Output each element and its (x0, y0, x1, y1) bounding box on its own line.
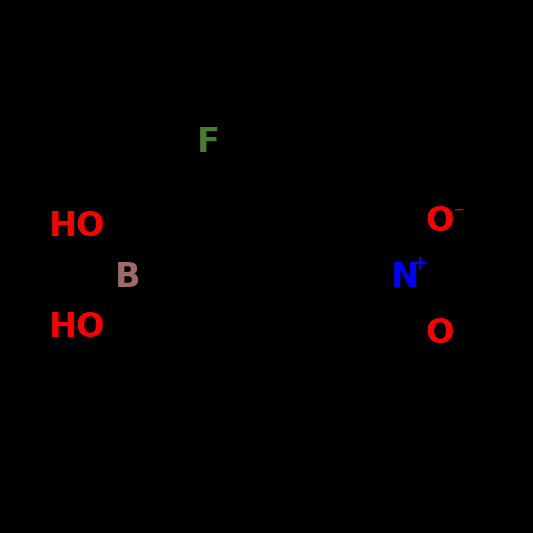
Text: F: F (197, 125, 219, 158)
Text: HO: HO (49, 210, 106, 243)
Text: O: O (425, 317, 454, 350)
Text: HO: HO (49, 311, 106, 344)
Text: B: B (115, 261, 141, 294)
Text: O: O (425, 205, 454, 238)
Text: N: N (391, 261, 419, 294)
Text: ⁻: ⁻ (454, 204, 463, 223)
Text: +: + (412, 254, 428, 273)
